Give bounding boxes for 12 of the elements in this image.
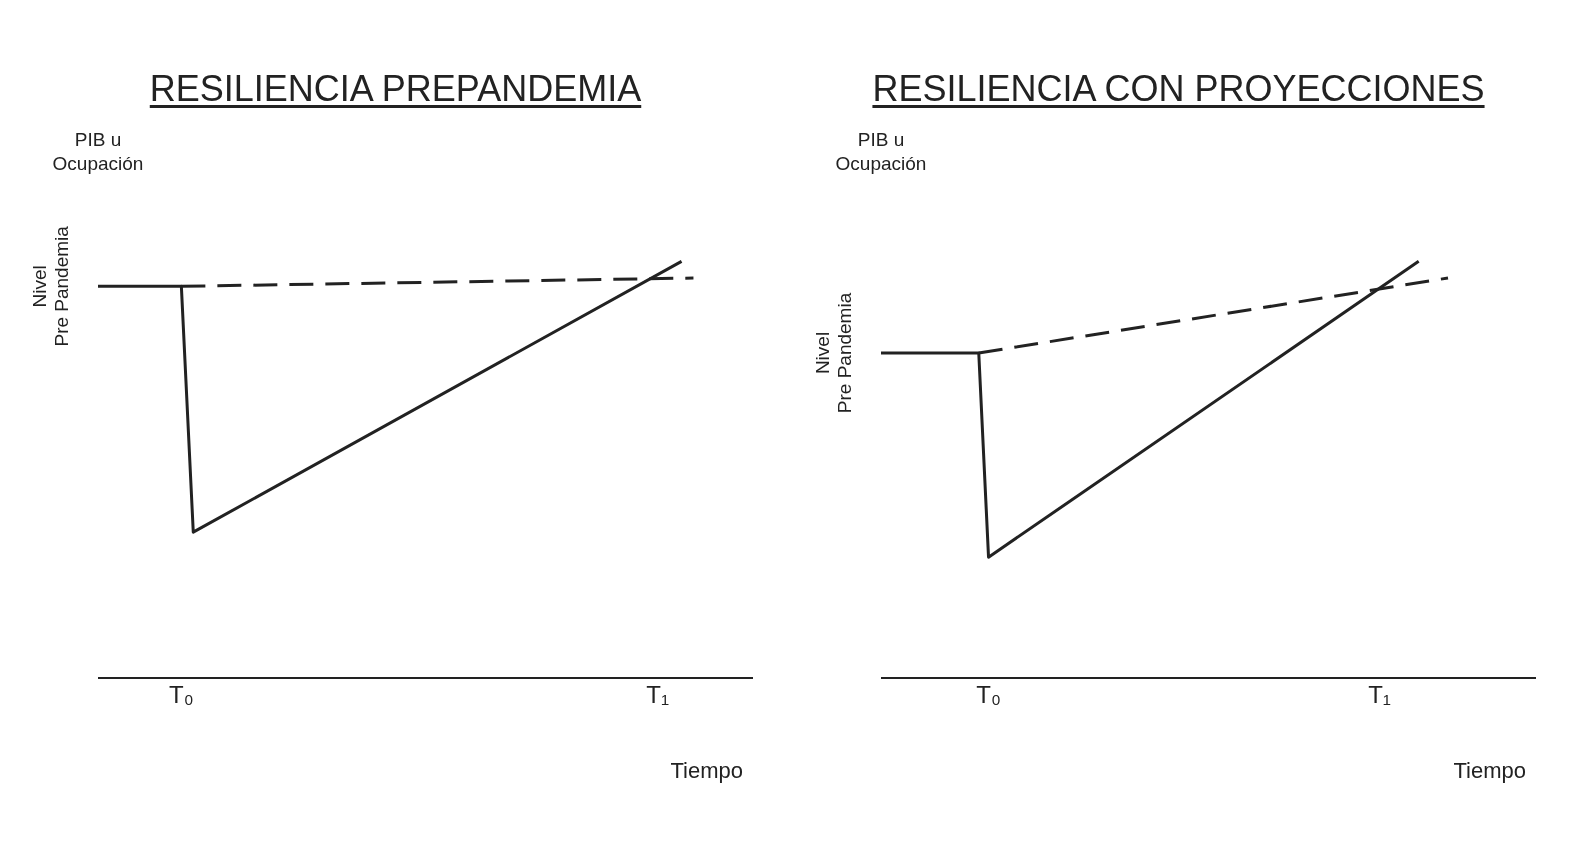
text: Nivel Pre Pandemia (812, 292, 855, 414)
x-tick-label: T₁ (646, 681, 670, 709)
x-axis-title: Tiempo (670, 758, 743, 784)
x-tick-label: T₁ (1368, 681, 1391, 709)
x-axis-title: Tiempo (1453, 758, 1526, 784)
chart-title: RESILIENCIA CON PROYECCIONES (871, 68, 1486, 111)
x-tick-label: T₀ (169, 681, 194, 709)
chart-title: RESILIENCIA PREPANDEMIA (148, 68, 643, 111)
x-tick-label: T₀ (976, 681, 1001, 709)
y-axis-title: PIB u Ocupación (834, 128, 928, 176)
text: Nivel Pre Pandemia (29, 225, 72, 347)
y-axis-title: PIB u Ocupación (51, 128, 145, 176)
